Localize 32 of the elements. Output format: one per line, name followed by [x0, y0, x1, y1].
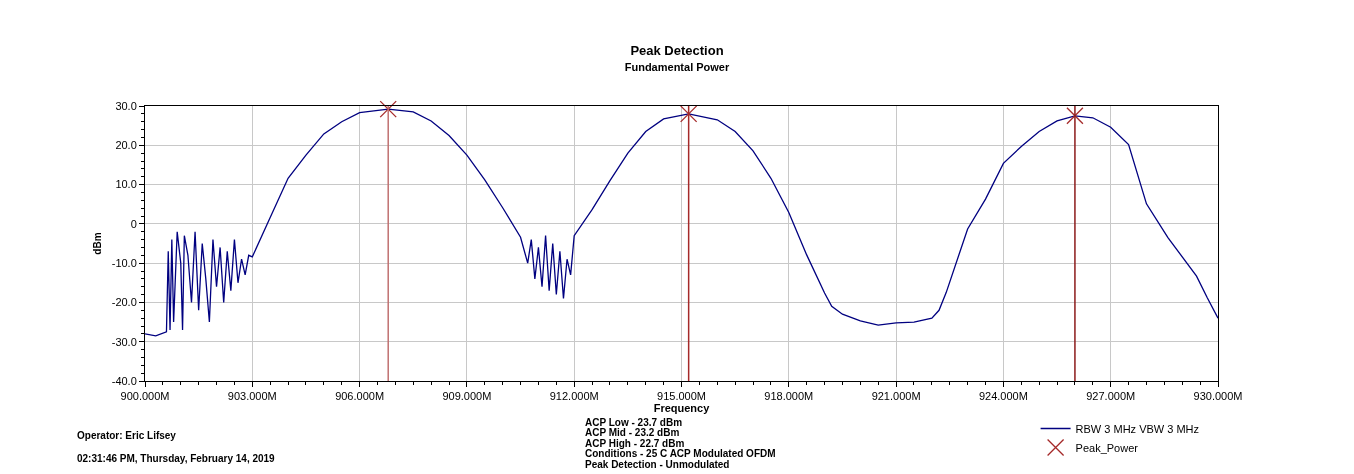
text: Peak Detection - Unmodulated — [585, 459, 730, 470]
chart-title: Peak Detection — [630, 42, 724, 58]
y-tick-label: 20.0 — [115, 139, 137, 152]
text: ACP Low - 23.7 dBm — [585, 417, 683, 428]
text: ACP Mid - 23.2 dBm — [585, 427, 680, 438]
y-tick-label: 30.0 — [115, 99, 137, 112]
y-tick-label: 0 — [130, 217, 137, 230]
x-tick-label: 900.000M — [120, 390, 170, 403]
x-tick-label: 915.000M — [657, 390, 706, 403]
x-tick-label: 918.000M — [764, 390, 814, 403]
x-tick-label: 921.000M — [871, 390, 921, 403]
legend-label: Peak_Power — [1075, 441, 1139, 454]
y-tick-label: -10.0 — [111, 256, 137, 269]
y-axis-title: dBm — [91, 232, 103, 255]
chart-subtitle: Fundamental Power — [624, 61, 730, 74]
text: Operator: Eric Lifsey — [77, 430, 177, 441]
y-tick-label: 10.0 — [115, 178, 137, 191]
text: ACP High - 22.7 dBm — [585, 438, 685, 449]
y-tick-label: -40.0 — [111, 374, 137, 387]
x-axis-title: Frequency — [653, 402, 711, 415]
x-tick-label: 903.000M — [227, 390, 277, 403]
x-tick-label: 930.000M — [1193, 390, 1243, 403]
x-tick-label: 912.000M — [549, 390, 599, 403]
line-series — [145, 108, 1218, 337]
x-tick-label: 924.000M — [978, 390, 1028, 403]
x-tick-label: 927.000M — [1086, 390, 1136, 403]
y-tick-label: -20.0 — [111, 296, 137, 309]
legend-label: RBW 3 MHz VBW 3 MHz — [1075, 422, 1200, 435]
x-tick-label: 906.000M — [335, 390, 385, 403]
x-tick-label: 909.000M — [442, 390, 492, 403]
text: 02:31:46 PM, Thursday, February 14, 2019 — [77, 453, 276, 464]
y-tick-label: -30.0 — [111, 335, 137, 348]
